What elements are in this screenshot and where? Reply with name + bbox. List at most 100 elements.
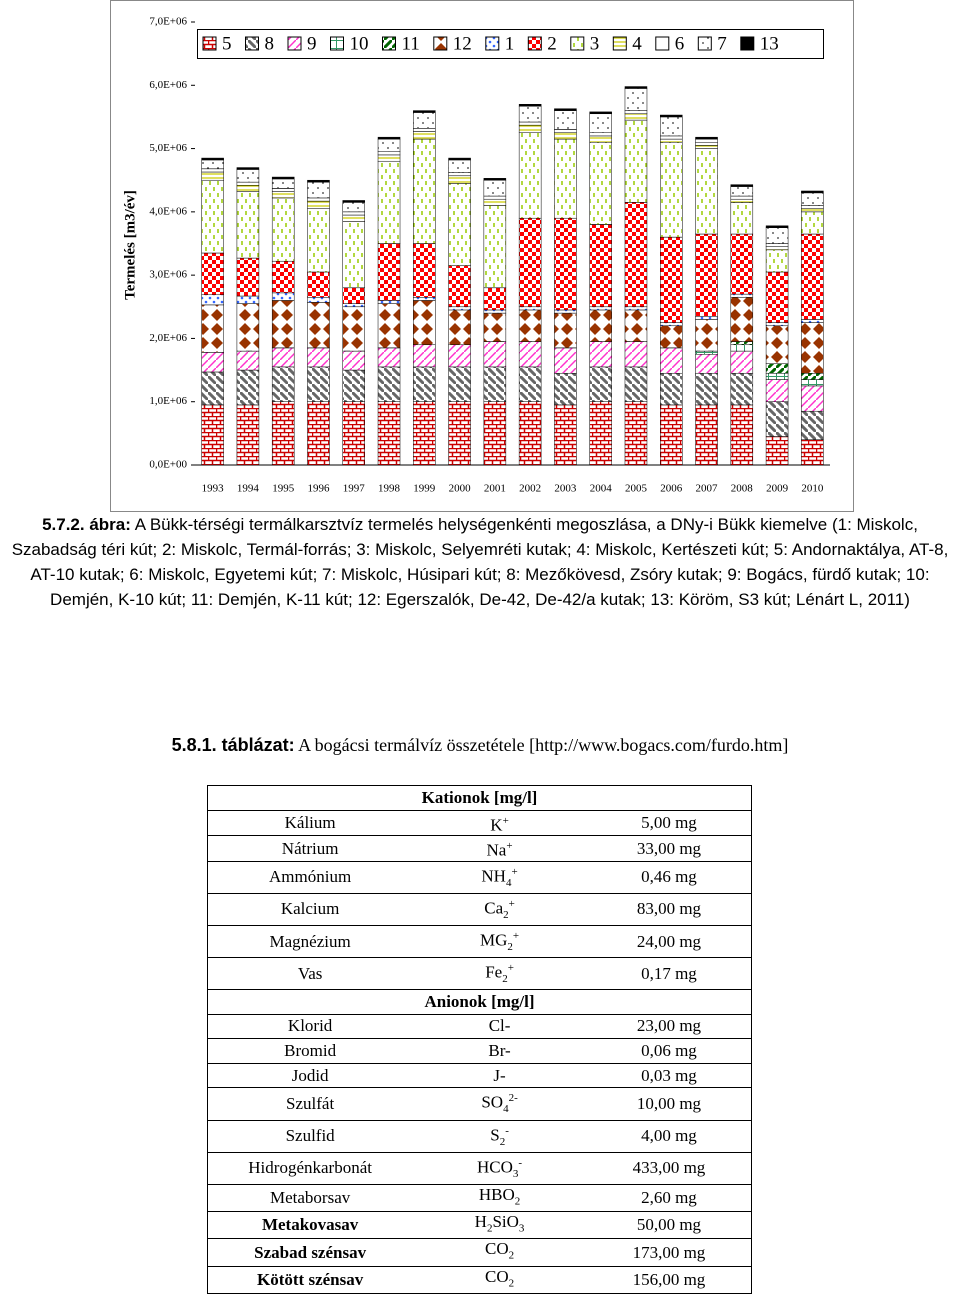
formula-sub: 2 [503,909,509,921]
bar-segment [730,404,754,466]
ion-formula: Na+ [412,835,587,862]
legend-label: 8 [265,33,275,54]
ion-value: 4,00 mg [586,1119,752,1153]
y-tick-label: 6,0E+06 [149,79,187,91]
caption-label: 5.7.2. ábra: [42,515,131,534]
bar-segment [589,113,612,133]
bar-segment [483,309,507,314]
bar-segment [342,202,365,213]
bar-segment [554,309,577,314]
bar-segment [377,401,401,466]
bar-segment [342,303,365,308]
bar-segment [624,401,648,466]
ion-formula: Br- [412,1038,587,1064]
formula-sub: 2 [507,941,513,954]
bar-segment [448,157,471,161]
formula-sub: 2 [514,1195,521,1207]
bar-segment [518,341,542,368]
y-tick-label: 2,0E+06 [149,332,187,344]
x-tick-label: 1994 [237,483,260,495]
bar-segment [695,319,718,352]
legend-label: 1 [505,33,515,54]
legend-label: 9 [307,33,317,54]
bar-segment [589,309,612,342]
x-tick-label: 2003 [554,483,577,495]
legend-swatch [287,36,302,51]
ion-formula: SO42- [412,1087,587,1121]
bar-segment [448,401,471,466]
bar-segment [624,202,648,308]
formula-part: Fe [485,962,503,982]
legend-frame [197,29,824,59]
bar-segment [801,322,824,374]
formula-sup: - [518,1156,523,1169]
bar-segment [307,200,330,209]
bar-segment [624,110,648,115]
formula-sup: 2- [508,1092,518,1105]
bar-segment [271,347,295,368]
bar-segment [201,179,224,254]
bar-segment [518,401,542,466]
bar-segment [695,148,718,235]
bar-segment [518,132,542,219]
formula-sup: + [508,897,515,910]
ion-value: 0,06 mg [586,1038,752,1064]
bar-segment [695,404,718,466]
bar-segment [201,352,224,373]
ion-name: Kötött szénsav [207,1265,413,1294]
legend-label: 10 [350,33,369,54]
bar-segment [554,404,577,466]
x-tick-label: 2001 [484,483,506,495]
ion-name: Klorid [207,1013,413,1039]
chart: Termelés [m3/év] 0,0E+00 1,0E+06 2,0E+06 3,… [110,0,854,512]
bar-segment [307,302,330,349]
bar-segment [765,243,789,247]
bar-segment [554,110,577,130]
bar-segment [342,200,365,203]
bar-segment [342,401,365,466]
legend-label: 4 [632,33,642,54]
formula-sub: 2 [499,1135,506,1148]
ion-value: 10,00 mg [586,1087,752,1121]
legend-swatch [655,36,670,51]
bar-segment [448,309,471,346]
bar-segment [660,325,683,349]
table-row: Kötött szénsav CO2 156,00 mg [207,1265,752,1294]
ion-formula: Ca2+ [412,892,587,926]
bar-segment [801,372,824,380]
ion-name: Metakovasav [207,1210,413,1239]
bar-segment [695,141,718,146]
x-tick-label: 2002 [519,483,541,495]
legend-label: 6 [675,33,685,54]
table-row: Nátrium Na+ 33,00 mg [207,835,752,862]
bar-segment [236,295,260,304]
bar-segment [660,322,683,327]
bar-segment [660,236,683,323]
bar-segment [236,257,260,297]
bar-segment [201,294,224,306]
bar-segment [377,154,401,162]
formula-sup: + [511,865,518,878]
chart-frame [110,0,854,512]
bar-segment [801,233,824,320]
bar-segment [413,300,436,346]
bar-segment [518,121,542,126]
bar-segment [483,401,507,466]
table-row: Magnézium MG2+ 24,00 mg [207,924,752,958]
bar-segment [730,297,754,342]
bar-segment [624,113,648,121]
bar-segment [483,178,507,181]
bar-segment [377,136,401,140]
table-title: 5.8.1. táblázat: A bogácsi termálvíz öss… [0,735,960,756]
bar-segment [730,202,754,235]
bar-segment [695,136,718,140]
bar-segment [236,169,260,183]
bar-segment [271,401,295,466]
legend-label: 11 [402,33,420,54]
bar-segment [236,404,260,466]
formula-part: H [474,1212,487,1231]
ion-formula: NH4+ [412,860,587,894]
bar-segment [624,86,648,89]
bar-segment [413,401,436,466]
bar-segment [307,197,330,202]
